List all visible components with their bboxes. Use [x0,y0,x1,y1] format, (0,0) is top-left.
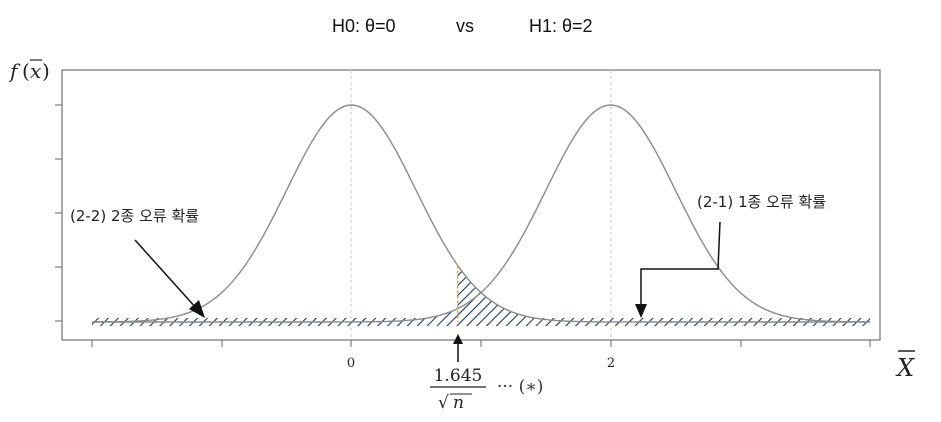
h1-density-curve [92,104,871,323]
y-label-x: x [30,59,41,83]
y-label-close-paren: ) [42,59,50,83]
x-tick-2: 2 [607,356,615,371]
critical-value-formula: 1.645 √ n ··· (∗) [430,366,543,413]
x-axis-label: X [895,350,915,382]
type1-arrow-head [635,304,647,318]
type1-error-label: (2-1) 1종 오류 확률 [697,193,826,211]
x-axis-ticks [91,340,871,347]
null-hypothesis-label: H0: θ=0 [332,16,396,36]
x-tick-0: 0 [347,356,355,371]
sqrt-n: n [453,393,464,413]
sqrt-symbol: √ [438,393,449,413]
plot-frame [61,69,881,341]
critical-numerator: 1.645 [434,366,483,386]
type1-error-region [457,265,870,326]
h0-density-curve [91,104,870,323]
y-label-f: f [8,59,21,83]
type2-arrow-head [189,300,205,318]
type2-error-label: (2-2) 2종 오류 확률 [70,207,199,225]
critical-arrow-head [453,334,463,344]
y-axis-ticks [55,104,62,322]
type2-error-region [92,308,458,326]
y-axis-label: f ( x ) [8,59,50,83]
x-label-X: X [895,354,915,382]
hypothesis-title: H0: θ=0 vs H1: θ=2 [0,12,941,42]
type1-arrow-line [640,221,721,306]
type2-arrow-line [134,239,198,310]
versus-label: vs [456,16,474,36]
y-label-open-paren: ( [22,59,30,83]
alternative-hypothesis-label: H1: θ=2 [529,16,593,36]
formula-reference-mark: ··· (∗) [497,377,543,397]
